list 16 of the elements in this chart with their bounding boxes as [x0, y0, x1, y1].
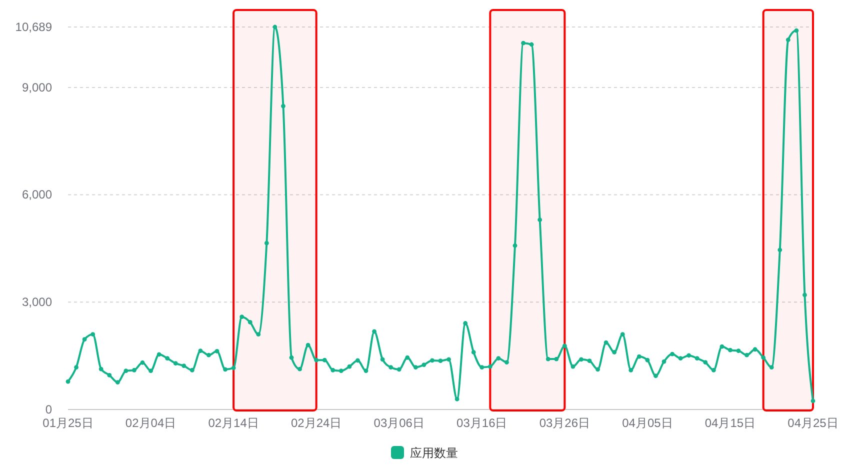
legend-label: 应用数量 [410, 446, 458, 460]
x-tick-label: 04月25日 [788, 416, 838, 430]
y-tick-label: 10,689 [15, 20, 52, 34]
x-tick-label: 02月14日 [208, 416, 259, 430]
y-tick-label: 3,000 [22, 294, 52, 309]
y-tick-label: 9,000 [22, 80, 52, 94]
x-tick-label: 04月15日 [704, 416, 756, 430]
x-tick-label: 01月25日 [42, 416, 94, 430]
x-tick-label: 03月16日 [456, 416, 508, 430]
x-tick-label: 03月06日 [374, 416, 424, 430]
x-tick-label: 03月26日 [539, 416, 590, 430]
x-tick-label: 02月04日 [125, 416, 176, 430]
y-tick-label: 0 [45, 402, 52, 416]
x-tick-label: 02月24日 [290, 416, 342, 430]
x-tick-label: 04月05日 [622, 416, 673, 430]
y-tick-label: 6,000 [22, 188, 52, 202]
